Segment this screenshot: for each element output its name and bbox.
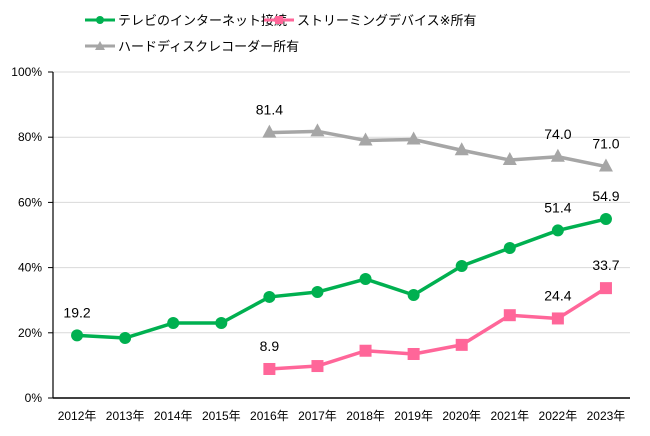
data-label: 24.4 [544, 287, 571, 303]
series-line-0 [76, 217, 607, 340]
legend-item-hdd-recorder: ハードディスクレコーダー所有 [85, 36, 299, 55]
data-point-circle [71, 329, 84, 342]
x-tick-label: 2017年 [298, 409, 337, 423]
data-point-circle [455, 259, 468, 272]
data-label: 54.9 [592, 188, 619, 204]
legend-label: ハードディスクレコーダー所有 [118, 40, 300, 55]
data-point-triangle [310, 123, 325, 137]
y-tick-label: 0% [25, 391, 43, 405]
data-point-circle [119, 332, 132, 345]
data-point-circle [215, 317, 228, 330]
data-label: 19.2 [63, 304, 90, 320]
data-point-circle [503, 242, 516, 255]
data-point-triangle [502, 152, 517, 166]
data-point-triangle [550, 148, 565, 162]
data-point-square [263, 362, 276, 375]
x-tick-label: 2012年 [58, 409, 97, 423]
y-tick-label: 40% [18, 261, 42, 275]
data-point-square [599, 282, 612, 295]
data-point-square [551, 312, 564, 325]
data-point-circle [599, 213, 612, 226]
data-label: 71.0 [592, 136, 619, 152]
legend-item-streaming: ストリーミングデバイス※所有 [264, 10, 477, 29]
legend-label: ストリーミングデバイス※所有 [297, 14, 477, 29]
data-point-square [455, 338, 468, 351]
x-tick-label: 2014年 [154, 409, 193, 423]
legend-marker-square-icon [264, 15, 294, 24]
series-line-1 [269, 286, 607, 371]
data-point-square [359, 344, 372, 357]
data-label: 51.4 [544, 199, 571, 215]
x-tick-label: 2020年 [442, 409, 481, 423]
y-tick-label: 20% [18, 326, 42, 340]
data-point-square [503, 309, 516, 322]
data-point-circle [359, 273, 372, 286]
x-tick-label: 2019年 [394, 409, 433, 423]
x-tick-label: 2015年 [202, 409, 241, 423]
data-point-square [311, 360, 324, 373]
data-point-circle [167, 317, 180, 330]
data-point-circle [311, 286, 324, 299]
data-label: 74.0 [544, 126, 571, 142]
legend-item-tv-internet: テレビのインターネット接続 [85, 10, 287, 29]
data-point-triangle [454, 142, 469, 156]
legend-label: テレビのインターネット接続 [118, 14, 288, 29]
series-line-2 [269, 129, 607, 169]
data-point-circle [407, 288, 420, 301]
data-point-triangle [262, 124, 277, 138]
x-tick-label: 2022年 [539, 409, 578, 423]
data-point-triangle [358, 132, 373, 146]
y-tick-label: 60% [18, 195, 42, 209]
legend-marker-circle-icon [85, 15, 115, 24]
y-tick-label: 80% [18, 130, 42, 144]
data-point-circle [263, 290, 276, 303]
data-label: 81.4 [256, 102, 283, 118]
y-tick-label: 100% [11, 65, 42, 79]
data-point-square [407, 347, 420, 360]
x-tick-label: 2021年 [490, 409, 529, 423]
data-label: 8.9 [260, 338, 280, 354]
data-label: 33.7 [592, 257, 619, 273]
data-point-circle [551, 224, 564, 237]
legend-marker-triangle-icon [85, 40, 115, 50]
data-point-triangle [406, 131, 421, 145]
x-tick-label: 2018年 [346, 409, 385, 423]
data-point-triangle [598, 158, 613, 172]
x-tick-label: 2016年 [250, 409, 289, 423]
x-tick-label: 2023年 [587, 409, 626, 423]
x-tick-label: 2013年 [106, 409, 145, 423]
